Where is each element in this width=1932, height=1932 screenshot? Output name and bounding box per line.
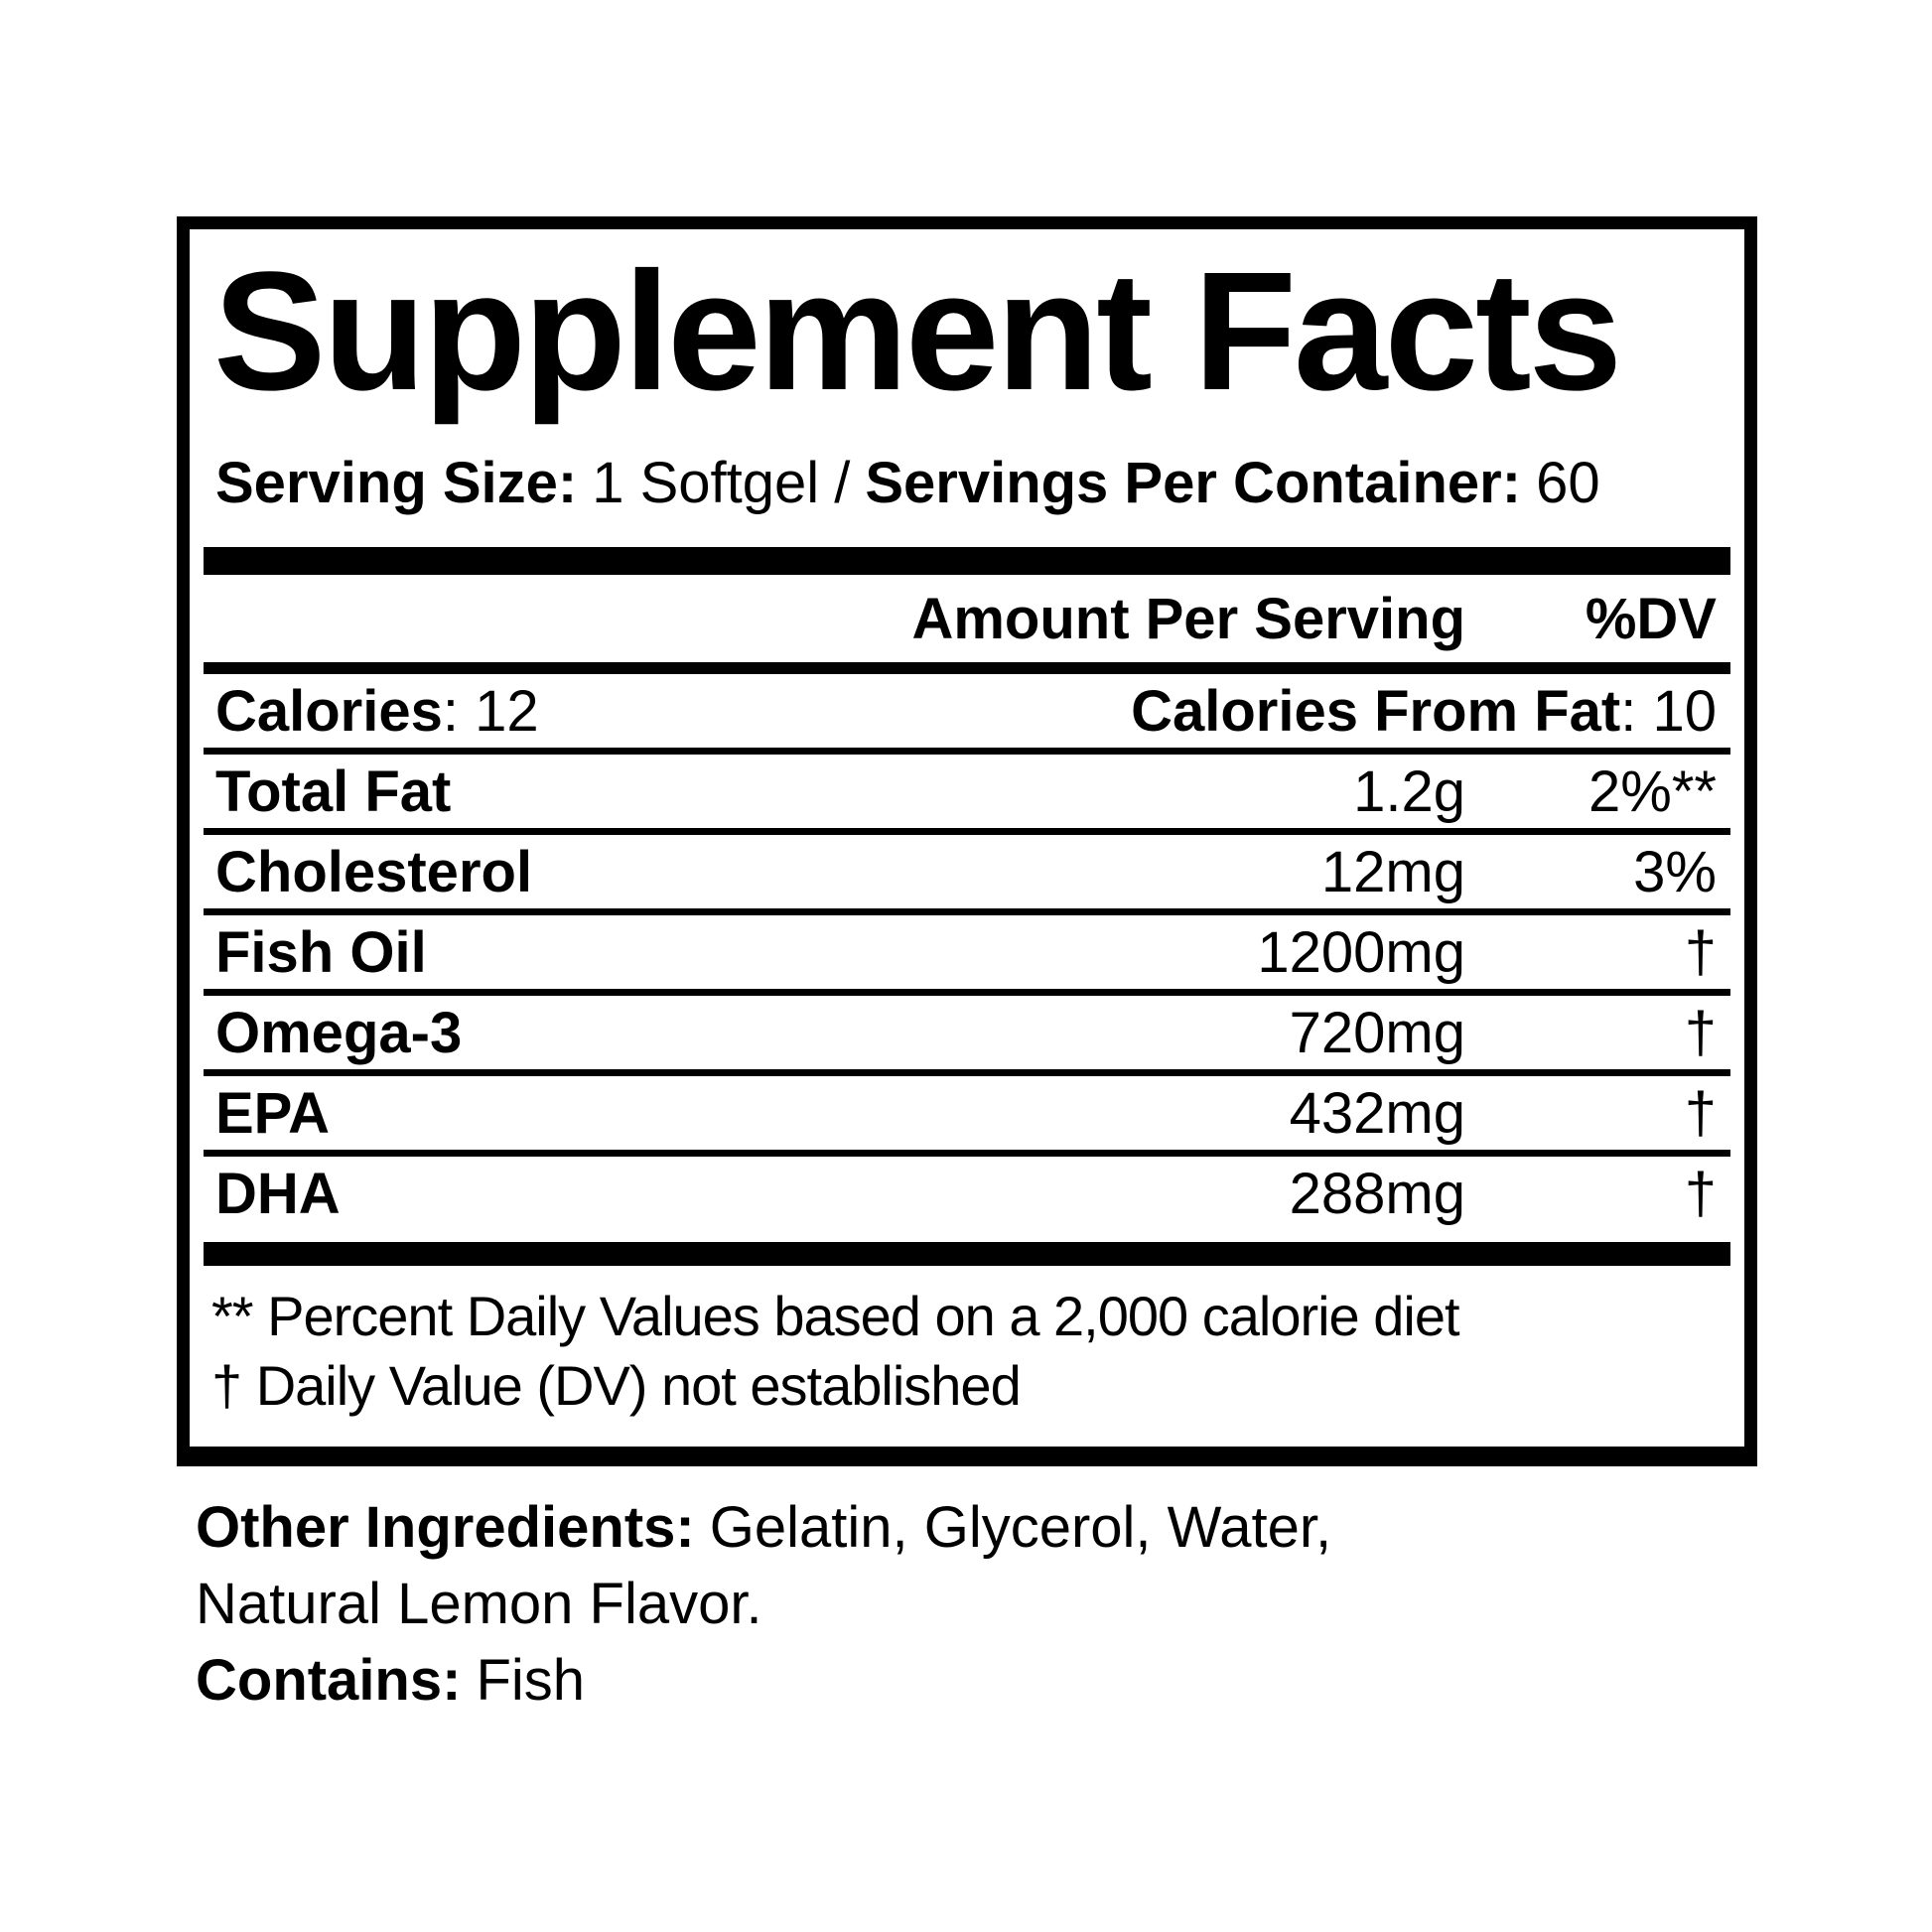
contains-value: Fish [476, 1648, 586, 1713]
other-ingredients-label: Other Ingredients: [196, 1495, 695, 1560]
nutrient-amount: 720mg [1289, 1000, 1465, 1065]
nutrient-dv: † [1684, 1080, 1717, 1146]
servings-per-container-value: 60 [1536, 451, 1600, 515]
table-row-epa: EPA 432mg † [204, 1076, 1730, 1157]
serving-size-value: 1 Softgel [592, 451, 820, 515]
contains-label: Contains: [196, 1648, 462, 1713]
nutrient-dv: 3% [1633, 839, 1717, 904]
nutrient-amount: 1.2g [1353, 759, 1465, 824]
other-ingredients-line2: Natural Lemon Flavor. [196, 1572, 762, 1636]
nutrient-dv: † [1684, 1161, 1717, 1226]
calories-from-fat-value: : 10 [1620, 678, 1717, 744]
nutrient-amount: 12mg [1320, 839, 1465, 904]
footnotes-section: ** Percent Daily Values based on a 2,000… [204, 1266, 1730, 1421]
nutrient-label: Fish Oil [215, 919, 427, 985]
serving-size-label: Serving Size: [215, 451, 578, 515]
table-header-row: Amount Per Serving %DV [204, 575, 1730, 674]
other-ingredients-section: Other Ingredients: Gelatin, Glycerol, Wat… [196, 1489, 1645, 1719]
servings-per-container-label: Servings Per Container: [865, 451, 1522, 515]
table-row-cholesterol: Cholesterol 12mg 3% [204, 835, 1730, 915]
other-ingredients-value: Gelatin, Glycerol, Water, [709, 1495, 1332, 1560]
nutrient-dv: † [1684, 1000, 1717, 1065]
table-row-total-fat: Total Fat 1.2g 2%** [204, 755, 1730, 835]
nutrient-dv: † [1684, 919, 1717, 985]
nutrient-label: Omega-3 [215, 1000, 463, 1065]
nutrient-amount: 288mg [1289, 1161, 1465, 1226]
calories-label: Calories [215, 678, 443, 744]
table-row-fish-oil: Fish Oil 1200mg † [204, 915, 1730, 996]
nutrient-amount: 432mg [1289, 1080, 1465, 1146]
nutrient-label: Total Fat [215, 759, 452, 824]
nutrient-label: EPA [215, 1080, 330, 1146]
amount-per-serving-header: Amount Per Serving [911, 586, 1465, 651]
other-ingredients-line1: Other Ingredients: Gelatin, Glycerol, Wat… [196, 1489, 1645, 1566]
table-row-dha: DHA 288mg † [204, 1157, 1730, 1230]
calories-value: : 12 [442, 678, 539, 744]
contains-line: Contains: Fish [196, 1642, 1645, 1719]
nutrient-dv: 2%** [1588, 759, 1717, 824]
percent-dv-header: %DV [1585, 586, 1717, 651]
footnote-dv-not-established: † Daily Value (DV) not established [211, 1354, 1022, 1417]
thick-divider-bar-bottom [204, 1242, 1730, 1266]
calories-from-fat-label: Calories From Fat [1131, 678, 1621, 744]
nutrient-amount: 1200mg [1257, 919, 1465, 985]
serving-info-line: Serving Size: 1 Softgel / Servings Per C… [204, 453, 1730, 514]
supplement-facts-panel: Supplement Facts Serving Size: 1 Softgel… [177, 216, 1757, 1466]
nutrient-label: DHA [215, 1161, 341, 1226]
table-row-omega-3: Omega-3 720mg † [204, 996, 1730, 1076]
table-row-calories: Calories: 12 Calories From Fat: 10 [204, 674, 1730, 755]
footnote-daily-values: ** Percent Daily Values based on a 2,000… [211, 1285, 1460, 1347]
panel-title: Supplement Facts [213, 237, 1622, 426]
thick-divider-bar-top [204, 547, 1730, 575]
serving-divider: / [834, 451, 851, 515]
nutrient-label: Cholesterol [215, 839, 533, 904]
